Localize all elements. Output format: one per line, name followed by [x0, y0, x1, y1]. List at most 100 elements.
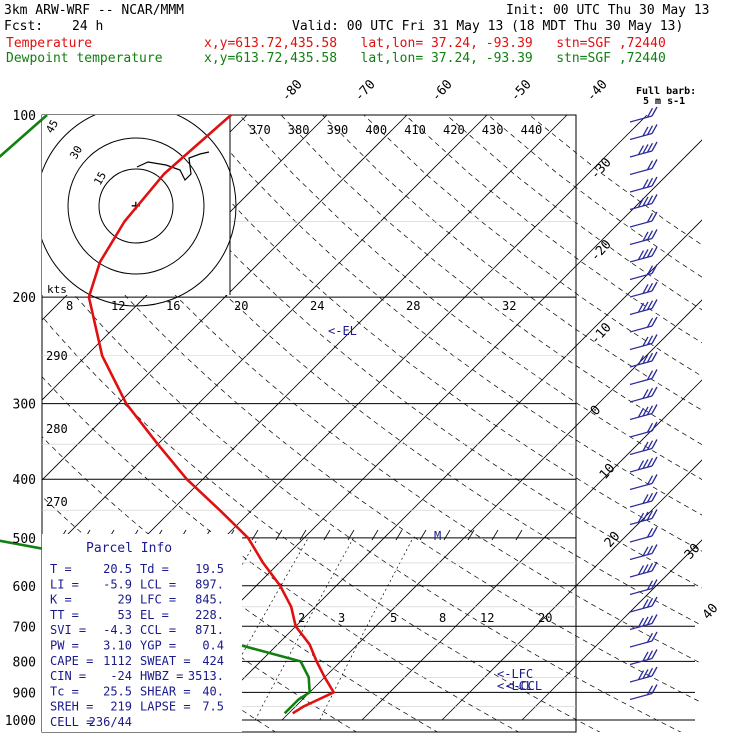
init-time: Init: 00 UTC Thu 30 May 13 — [506, 3, 710, 18]
pressure-tick-label: 1000 — [5, 714, 36, 729]
wind-barb — [629, 351, 658, 368]
wind-barbs — [59, 106, 658, 701]
parcel-info-cell: LCL = — [140, 577, 176, 591]
wind-barb — [629, 369, 658, 386]
wind-barb — [629, 246, 658, 263]
parcel-info-cell: 29 — [118, 593, 132, 607]
parcel-info-cell: CIN = — [50, 669, 86, 683]
isotherm — [42, 115, 408, 481]
parcel-info-cell: YGP = — [140, 639, 176, 653]
wind-barb — [629, 579, 658, 596]
mixing-ratio-label: 28 — [406, 299, 420, 313]
parcel-info-cell: CAPE = — [50, 654, 93, 668]
pressure-tick-label: 900 — [13, 686, 36, 701]
dewpoint-location: x,y=613.72,435.58 lat,lon= 37.24, -93.39… — [204, 51, 666, 66]
parcel-info-title: Parcel Info — [86, 541, 172, 556]
parcel-info-cell: LFC = — [140, 593, 176, 607]
el-marker: <-EL — [328, 324, 357, 338]
temperature-tick-label: -30 — [588, 155, 615, 182]
parcel-info-cell: SVI = — [50, 623, 86, 637]
mixing-ratio-label: 3 — [338, 611, 345, 625]
dry-adiabat — [239, 115, 702, 480]
mixing-ratio-label: 16 — [166, 299, 180, 313]
minor-barb — [491, 529, 499, 541]
minor-barb — [299, 529, 307, 541]
temperature-curve — [87, 114, 335, 715]
isotherm — [201, 219, 702, 721]
minor-barb — [371, 529, 379, 541]
wind-barb — [629, 159, 658, 176]
parcel-info-cell: TT = — [50, 608, 79, 622]
mixing-ratio-label: 2 — [298, 611, 305, 625]
dry-adiabat — [42, 436, 439, 732]
temperature-tick-label: -70 — [352, 77, 379, 104]
wind-barb — [629, 509, 658, 526]
wind-barb — [629, 281, 658, 298]
pressure-tick-label: 100 — [13, 109, 36, 124]
barb-legend-title: Full barb: — [636, 86, 696, 97]
wind-barb — [629, 106, 658, 123]
pressure-tick-label: 500 — [13, 532, 36, 547]
mixing-ratio-label: 12 — [480, 611, 494, 625]
forecast-hours: 24 h — [72, 19, 104, 34]
mixing-ratio-label: 20 — [538, 611, 552, 625]
temperature-tick-label: 0 — [588, 403, 604, 419]
dry-adiabat — [487, 115, 702, 278]
parcel-info-cell: -24 — [110, 669, 132, 683]
minor-barb — [347, 529, 355, 541]
hodograph-ring-label: 15 — [91, 170, 109, 188]
parcel-info-cell: 219 — [110, 700, 132, 714]
hodograph-ring-label: 45 — [43, 118, 61, 136]
dry-adiabat — [42, 376, 520, 732]
temperature-location: x,y=613.72,435.58 lat,lon= 37.24, -93.39… — [204, 36, 666, 51]
isotherm — [42, 115, 488, 561]
forecast-label: Fcst: — [4, 19, 44, 34]
temperature-tick-label: -10 — [588, 320, 615, 347]
isotherm — [0, 115, 7, 720]
parcel-info-cell: SHEAR = — [140, 684, 191, 698]
theta-label: 290 — [46, 349, 68, 363]
theta-label: 400 — [365, 123, 387, 137]
parcel-info-cell: 40. — [202, 684, 224, 698]
temperature-tick-label: 40 — [700, 601, 722, 623]
wind-barb — [629, 544, 658, 561]
wind-barb — [629, 404, 658, 421]
minor-barb — [443, 529, 451, 541]
theta-label: 280 — [46, 422, 68, 436]
dewpoint-legend: Dewpoint temperature — [6, 51, 163, 66]
lcl-marker: <-LCL — [497, 679, 533, 693]
parcel-info-cell: 0.4 — [202, 639, 224, 653]
parcel-info-cell: 871. — [195, 623, 224, 637]
pressure-tick-label: 700 — [13, 620, 36, 635]
parcel-info-cell: 3.10 — [103, 639, 132, 653]
parcel-info-cell: 20.5 — [103, 562, 132, 576]
wind-barb — [629, 596, 658, 613]
parcel-info-cell: -5.9 — [103, 577, 132, 591]
parcel-info-cell: CCL = — [140, 623, 176, 637]
dry-adiabat — [42, 315, 601, 732]
pressure-tick-label: 300 — [13, 398, 36, 413]
hodograph-ring — [98, 168, 174, 244]
dry-adiabat — [0, 115, 33, 733]
theta-label: 440 — [521, 123, 543, 137]
temperature-tick-label: -20 — [588, 237, 615, 264]
wind-barb — [629, 316, 658, 333]
wind-barb — [629, 211, 658, 228]
wind-barb — [629, 491, 658, 508]
dry-adiabat — [322, 115, 702, 411]
parcel-info-cell: 19.5 — [195, 562, 224, 576]
dry-adiabat — [115, 115, 702, 589]
lfc-marker: <-LFC — [497, 667, 533, 681]
minor-barb — [275, 529, 283, 541]
parcel-info-cell: 7.5 — [202, 700, 224, 714]
minor-barb — [323, 529, 331, 541]
mixing-ratio-label: 8 — [66, 299, 73, 313]
wind-barb — [629, 124, 658, 141]
parcel-info-cell: 228. — [195, 608, 224, 622]
dry-adiabat — [446, 115, 702, 311]
wind-barb — [629, 439, 658, 456]
theta-label: 420 — [443, 123, 465, 137]
pressure-tick-label: 400 — [13, 473, 36, 488]
